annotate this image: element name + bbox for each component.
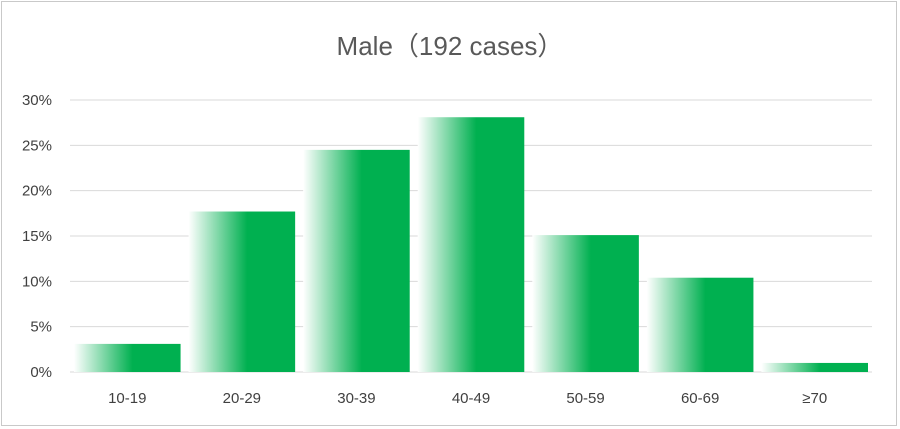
x-tick-label: 30-39 [337, 390, 375, 407]
bar-50-59 [532, 235, 639, 372]
y-tick-label: 20% [22, 183, 52, 200]
bar-20-29 [188, 211, 296, 372]
y-tick-label: 15% [22, 228, 52, 245]
bar-60-69 [646, 277, 754, 372]
bar-10-19 [74, 343, 181, 372]
bar-30-39 [303, 149, 410, 372]
y-tick-label: 25% [22, 137, 52, 154]
x-tick-label: 60-69 [681, 390, 719, 407]
x-axis-labels: 10-19 20-29 30-39 40-49 50-59 60-69 ≥70 [108, 390, 827, 407]
bar-≥70 [761, 362, 868, 372]
chart-title: Male（192 cases） [337, 31, 564, 61]
x-tick-label: 50-59 [566, 390, 604, 407]
y-tick-label: 5% [30, 319, 52, 336]
y-tick-label: 30% [22, 92, 52, 109]
y-axis-ticks: 0% 5% 10% 15% 20% 25% 30% [22, 92, 52, 381]
x-tick-label: 10-19 [108, 390, 146, 407]
x-tick-label: 20-29 [223, 390, 261, 407]
bars [74, 117, 868, 372]
y-tick-label: 0% [30, 364, 52, 381]
x-tick-label: 40-49 [452, 390, 490, 407]
y-tick-label: 10% [22, 273, 52, 290]
bar-40-49 [417, 117, 525, 372]
x-tick-label: ≥70 [802, 390, 827, 407]
